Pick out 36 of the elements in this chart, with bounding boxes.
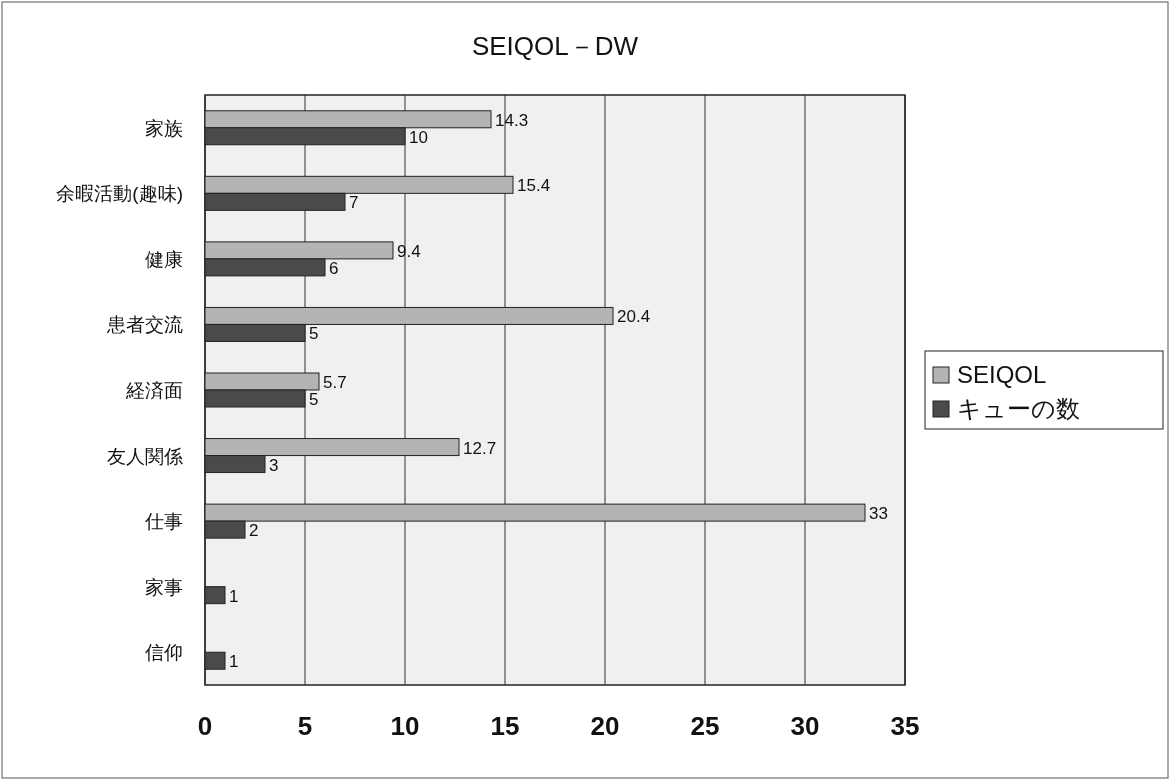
data-label: 1 [229, 652, 239, 672]
y-tick-label: 友人関係 [107, 445, 183, 467]
y-tick-label: 健康 [145, 248, 183, 270]
data-label: 5.7 [323, 373, 347, 392]
data-label: 10 [409, 127, 428, 147]
x-tick-label: 10 [390, 711, 420, 741]
x-tick-label: 5 [297, 711, 313, 741]
data-label: 12.7 [463, 438, 497, 458]
y-tick-label: 患者交流 [106, 314, 183, 336]
x-tick-label: 0 [197, 711, 213, 741]
data-label: 5 [309, 324, 319, 344]
data-label: 2 [249, 521, 259, 541]
data-label: 14.3 [495, 110, 529, 130]
data-label: 6 [329, 258, 339, 278]
y-tick-label: 仕事 [144, 511, 183, 533]
data-label: 20.4 [617, 307, 651, 327]
x-tick-label: 20 [590, 711, 620, 741]
data-label: 7 [349, 193, 359, 213]
data-label: 15.4 [517, 176, 551, 196]
chart-title: SEIQOL－DW [471, 31, 639, 61]
x-tick-label: 35 [890, 711, 920, 741]
data-label: 1 [229, 586, 239, 606]
x-tick-label: 25 [690, 711, 720, 741]
data-label: 33 [869, 504, 888, 524]
y-tick-label: 信仰 [145, 642, 183, 664]
x-tick-label: 30 [790, 711, 820, 741]
legend-label: キューの数 [957, 395, 1080, 422]
x-tick-label: 15 [490, 711, 520, 741]
legend-label: SEIQOL [957, 361, 1047, 388]
y-tick-label: 余暇活動(趣味) [56, 183, 183, 205]
data-label: 9.4 [397, 241, 421, 261]
data-label: 3 [269, 455, 279, 475]
data-label: 5 [309, 390, 319, 409]
y-tick-label: 経済面 [125, 380, 183, 401]
y-tick-label: 家事 [145, 576, 183, 598]
y-tick-label: 家族 [145, 117, 183, 139]
